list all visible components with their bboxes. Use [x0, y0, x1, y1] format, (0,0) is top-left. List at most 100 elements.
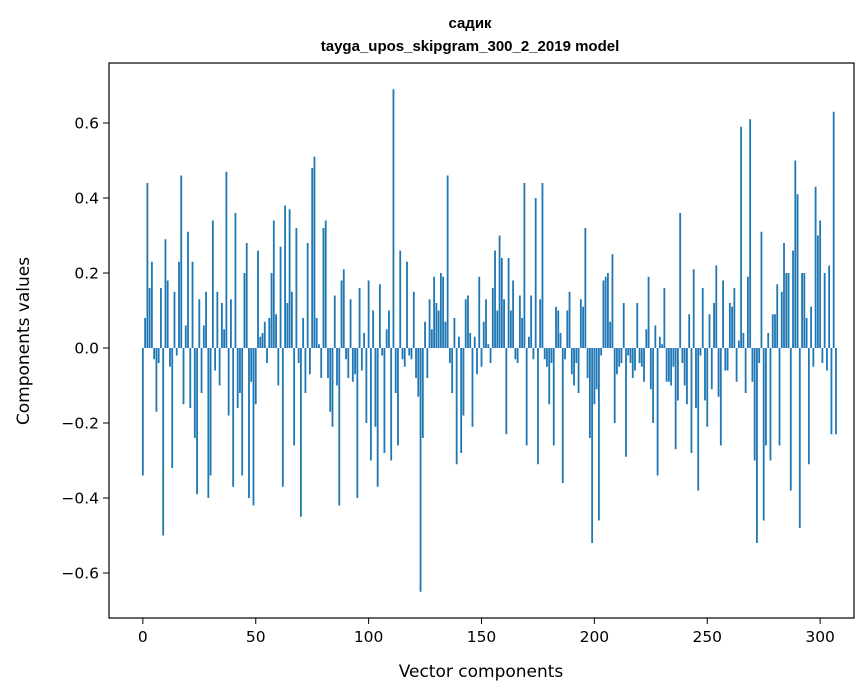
bar [390, 348, 393, 461]
bar [679, 213, 682, 348]
bar [173, 291, 176, 348]
bar [690, 348, 693, 453]
bar [202, 325, 205, 348]
bar [430, 329, 433, 348]
bar [455, 348, 458, 465]
bar [778, 348, 781, 446]
bar [780, 291, 783, 348]
bar [758, 348, 761, 363]
bar [835, 348, 837, 435]
bar [473, 336, 476, 348]
bar [369, 348, 372, 461]
bar [717, 348, 720, 397]
bar [607, 273, 609, 348]
x-tick-label: 150 [467, 628, 497, 646]
bar [315, 318, 318, 348]
bar [715, 265, 718, 348]
y-tick-label: 0.4 [74, 190, 99, 208]
bar [489, 348, 492, 363]
bar [360, 348, 363, 371]
bar [184, 325, 187, 348]
bar [823, 273, 826, 348]
bar [638, 348, 641, 363]
bar [521, 318, 524, 348]
bar [169, 348, 171, 367]
bar [487, 344, 490, 348]
bar [742, 333, 745, 348]
bar [171, 348, 174, 468]
bar [776, 284, 779, 348]
bar [631, 348, 634, 378]
bar [286, 303, 289, 348]
y-tick-label: −0.4 [61, 490, 99, 508]
bar [573, 348, 575, 386]
bar [270, 273, 273, 348]
bar [331, 348, 334, 427]
bar [220, 303, 223, 348]
bar [814, 186, 817, 348]
bar [672, 348, 675, 367]
bar [816, 235, 819, 348]
bar [178, 261, 180, 348]
bar [295, 228, 298, 348]
bar [354, 348, 356, 375]
bar [525, 348, 528, 446]
bar [263, 321, 266, 348]
bar [629, 348, 632, 363]
bar [471, 348, 474, 427]
y-axis-ticks: −0.6 −0.4 −0.2 0.0 0.2 0.4 0.6 [61, 115, 109, 583]
bar [313, 156, 316, 348]
bar [552, 348, 555, 446]
bar [769, 348, 772, 461]
bar [744, 348, 747, 393]
bar [695, 348, 697, 408]
bar [595, 348, 598, 390]
y-axis-label: Components values [14, 257, 34, 425]
bar [408, 348, 411, 356]
bar [555, 306, 557, 348]
bar [234, 213, 237, 348]
bar [417, 348, 420, 397]
bar [753, 348, 756, 461]
bar [593, 348, 596, 405]
bar [444, 321, 447, 348]
bar [686, 348, 688, 405]
bar [419, 348, 422, 592]
bar [746, 276, 749, 348]
bar [205, 291, 207, 348]
bar [640, 348, 643, 367]
bar [322, 228, 325, 348]
bar [787, 273, 790, 348]
bar [546, 348, 548, 367]
bar [724, 348, 727, 371]
bar [216, 291, 219, 348]
bar [383, 348, 386, 453]
bar [401, 348, 404, 360]
bar [656, 348, 659, 476]
bar [324, 220, 327, 348]
bar [182, 348, 185, 405]
bar [548, 348, 551, 405]
bar [482, 321, 485, 348]
x-axis-label: Vector components [399, 662, 564, 682]
bar [584, 228, 587, 348]
bar [604, 276, 607, 348]
bar [713, 303, 715, 348]
bar [557, 310, 560, 348]
bar [421, 348, 424, 438]
bar [760, 231, 763, 348]
bar [719, 348, 722, 446]
bar [500, 258, 503, 348]
bar [153, 348, 156, 360]
bar [611, 254, 614, 348]
bar [794, 160, 797, 348]
bar [476, 348, 478, 375]
bar [534, 198, 537, 348]
bar [733, 288, 736, 348]
bar [618, 348, 621, 367]
bar [257, 250, 259, 348]
bar [643, 348, 645, 382]
bar [749, 119, 752, 348]
bar [801, 273, 803, 348]
